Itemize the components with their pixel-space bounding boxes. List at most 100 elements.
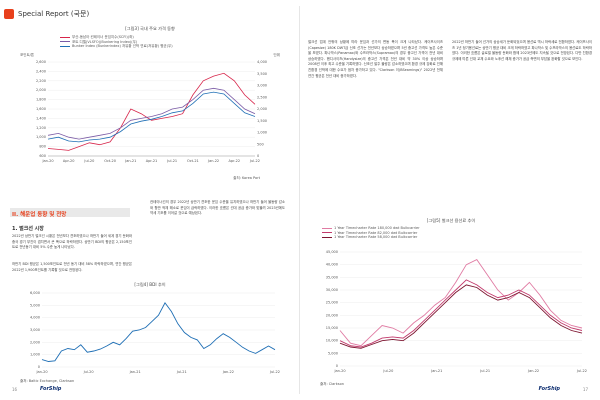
y-axis-label: 포인트/톤	[20, 53, 35, 57]
x-tick-label: Jul-20	[83, 370, 94, 374]
legend-swatch	[60, 36, 70, 38]
y-right-tick-label: 1,500	[257, 119, 267, 123]
x-tick-label: Jul-22	[249, 159, 260, 163]
subsection-title: 1. 벌크선 시장	[12, 226, 44, 232]
page-header: Special Report (국문)	[4, 9, 89, 19]
chart-source: 출처: Korea Port	[233, 176, 260, 180]
x-tick-label: Jan-21	[129, 370, 141, 374]
x-tick-label: Jul-21	[479, 369, 490, 373]
chart-title: [그림4] BDI 추이	[134, 282, 166, 287]
y-tick-label: 4,000	[30, 316, 40, 320]
x-tick-label: Jul-20	[83, 159, 94, 163]
x-tick-label: Jul-22	[576, 369, 587, 373]
charter-rate-chart: [그림5] 벌크선 용선료 추이 1 Year Timecharter Rate…	[310, 218, 592, 394]
x-tick-label: Jan-20	[35, 370, 47, 374]
y-right-tick-label: 2,500	[257, 95, 267, 99]
y-tick-label: 40,000	[326, 263, 338, 267]
y-right-tick-label: 0	[257, 154, 259, 158]
y-tick-label: 5,000	[30, 303, 40, 307]
x-tick-label: Apr-22	[229, 159, 241, 163]
y-tick-label: 2,000	[36, 88, 46, 92]
legend-item: 1 Year Timecharter Rate 82,000 dwt Bulkc…	[322, 231, 592, 236]
legend-label: 포트 디젤(VLSFO)(Bunkering Index)(우)	[72, 39, 138, 44]
bdi-chart: [그림4] BDI 추이 6,000 5,000 4,000 3,000 2,000 1,…	[20, 282, 280, 394]
y-right-tick-label: 3,500	[257, 72, 267, 76]
y-tick-label: 3,000	[30, 328, 40, 332]
right-column-1: 벌크선 업계 안팎의 상황에 따라 운임과 선가의 변동 폭이 크게 나타났다.…	[308, 40, 443, 78]
chart-title: [그림3] 국내 주요 가격 동향	[125, 26, 175, 31]
chart-legend: 1 Year Timecharter Rate 180,000 dwt Bulk…	[322, 226, 592, 240]
legend-label: 1 Year Timecharter Rate 58,000 dwt Bulkc…	[334, 235, 418, 239]
series-line	[47, 72, 256, 151]
x-tick-label: Jul-21	[166, 159, 177, 163]
legend-item: 1 Year Timecharter Rate 58,000 dwt Bulkc…	[322, 235, 592, 240]
price-trend-chart: [그림3] 국내 주요 가격 동향 부산-동남아 컨테이너 운임지수(SCFI)…	[20, 26, 280, 186]
y-right-tick-label: 1,000	[257, 131, 267, 135]
legend-label: Bunker Index (Bunkerindex) 저유황 선박 연료(저유황…	[72, 44, 173, 48]
paragraph-1: 2022년 상반기 벌크선 시황은 전년보다 견조하였으나 하반기 들어 세계 …	[12, 234, 132, 250]
bdi-series-line	[41, 302, 276, 362]
price-trend-plot: 2,600 2,400 2,200 2,000 1,800 1,600 1,400 1,200…	[36, 60, 267, 163]
x-tick-label: Jul-22	[269, 370, 280, 374]
legend-swatch	[60, 41, 70, 43]
report-logo-icon	[4, 9, 14, 19]
left-page: Special Report (국문) [그림3] 국내 주요 가격 동향 부산…	[4, 9, 285, 394]
x-tick-label: Apr-21	[146, 159, 158, 163]
y-tick-label: 800	[39, 145, 46, 149]
y-tick-label: 20,000	[326, 313, 338, 317]
y-tick-label: 0	[38, 365, 40, 369]
chart-legend: 부산-동남아 컨테이너 운임지수(SCFI)(좌) 포트 디젤(VLSFO)(B…	[60, 35, 280, 49]
y-right-tick-label: 4,000	[257, 60, 267, 64]
section-title: II. 해운업 동향 및 전망	[12, 212, 67, 218]
x-tick-label: Jul-21	[176, 370, 187, 374]
y-tick-label: 1,600	[36, 107, 46, 111]
y-tick-label: 600	[39, 154, 46, 158]
y-tick-label: 35,000	[326, 275, 338, 279]
y-tick-label: 2,400	[36, 69, 46, 73]
y-tick-label: 30,000	[326, 288, 338, 292]
x-tick-label: Apr-20	[63, 159, 75, 163]
y-tick-label: 1,000	[30, 353, 40, 357]
legend-swatch	[60, 45, 70, 47]
series-line	[47, 91, 256, 143]
y-tick-label: 5,000	[328, 351, 338, 355]
y-tick-label: 1,400	[36, 116, 46, 120]
legend-item: Bunker Index (Bunkerindex) 저유황 선박 연료(저유황…	[60, 44, 280, 49]
legend-label: 부산-동남아 컨테이너 운임지수(SCFI)(좌)	[72, 35, 134, 39]
legend-item: 1 Year Timecharter Rate 180,000 dwt Bulk…	[322, 226, 592, 231]
y-right-tick-label: 2,000	[257, 107, 267, 111]
x-tick-label: Oct-20	[104, 159, 116, 163]
page-number-right: 17	[582, 387, 588, 392]
page-number-left: 16	[12, 387, 18, 392]
brand-logo-right: ForShip	[538, 386, 560, 392]
brand-logo-left: ForShip	[40, 386, 62, 392]
right-column-2: 2022년 하반기 들어 선가의 상승세가 둔화되었으며 용선료 역시 하락세로…	[452, 40, 592, 61]
header-title: Special Report (국문)	[18, 10, 90, 18]
charter-rate-plot: 45,000 40,000 35,000 30,000 25,000 20,000 15,0…	[326, 250, 587, 373]
x-tick-label: Jan-20	[41, 159, 53, 163]
y-tick-label: 25,000	[326, 301, 338, 305]
x-tick-label: Jan-21	[124, 159, 136, 163]
y-tick-label: 2,200	[36, 79, 46, 83]
legend-label: 1 Year Timecharter Rate 82,000 dwt Bulkc…	[334, 230, 418, 235]
legend-item: 부산-동남아 컨테이너 운임지수(SCFI)(좌)	[60, 35, 280, 40]
y-tick-label: 6,000	[30, 291, 40, 295]
series-line	[47, 87, 256, 140]
legend-swatch	[322, 227, 332, 229]
legend-swatch	[322, 232, 332, 234]
charter-series-line	[339, 279, 583, 348]
charter-series-line	[339, 284, 583, 349]
charter-series-line	[339, 259, 583, 347]
paragraph-2: 하반기 BDI 평균은 1,500포인트로 전년 동기 대비 58% 하락하였으…	[12, 262, 132, 272]
y-tick-label: 2,600	[36, 60, 46, 64]
section-title-bar	[10, 208, 130, 217]
x-tick-label: Jan-20	[333, 369, 345, 373]
y-right-tick-label: 3,000	[257, 84, 267, 88]
paragraph-3: 컨테이너선의 경우 2022년 상반기 견조한 운임 수준을 유지하였으나 하반…	[150, 200, 285, 216]
chart-source: 출처: Clarkson	[320, 382, 344, 386]
y-tick-label: 1,200	[36, 126, 46, 130]
x-tick-label: Jan-21	[430, 369, 442, 373]
chart-source: 출처: Baltic Exchange, Clarkson	[20, 379, 75, 383]
legend-swatch	[322, 236, 332, 238]
